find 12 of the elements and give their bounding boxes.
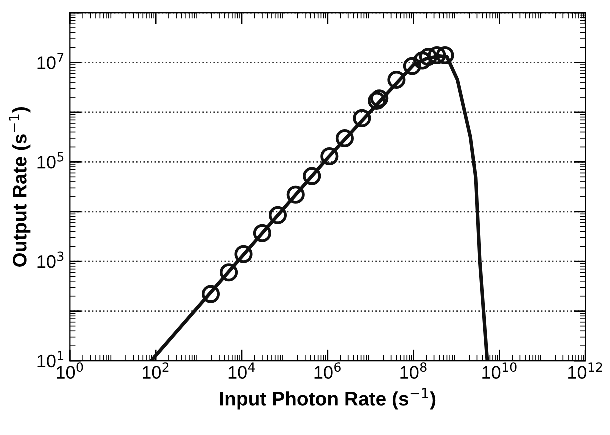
y-tick-label: 10$^{3}$ [38,252,64,268]
x-tick-label: 10$^{8}$ [400,362,427,380]
y-tick-label: 10$^{7}$ [38,53,64,70]
x-tick-label: 10$^{4}$ [228,362,256,380]
x-tick-label: 10$^{6}$ [314,362,341,380]
x-tick-label: 10$^{2}$ [142,362,169,380]
y-axis-title: Output Rate (s$^{−1}$) [9,108,31,267]
x-axis-title: Input Photon Rate (s$^{−1}$) [220,388,436,410]
y-tick-label: 10$^{5}$ [38,152,64,169]
x-tick-label: 10$^{0}$ [57,362,84,380]
x-tick-label: 10$^{10}$ [482,362,517,380]
x-tick-label: 10$^{12}$ [568,362,602,380]
